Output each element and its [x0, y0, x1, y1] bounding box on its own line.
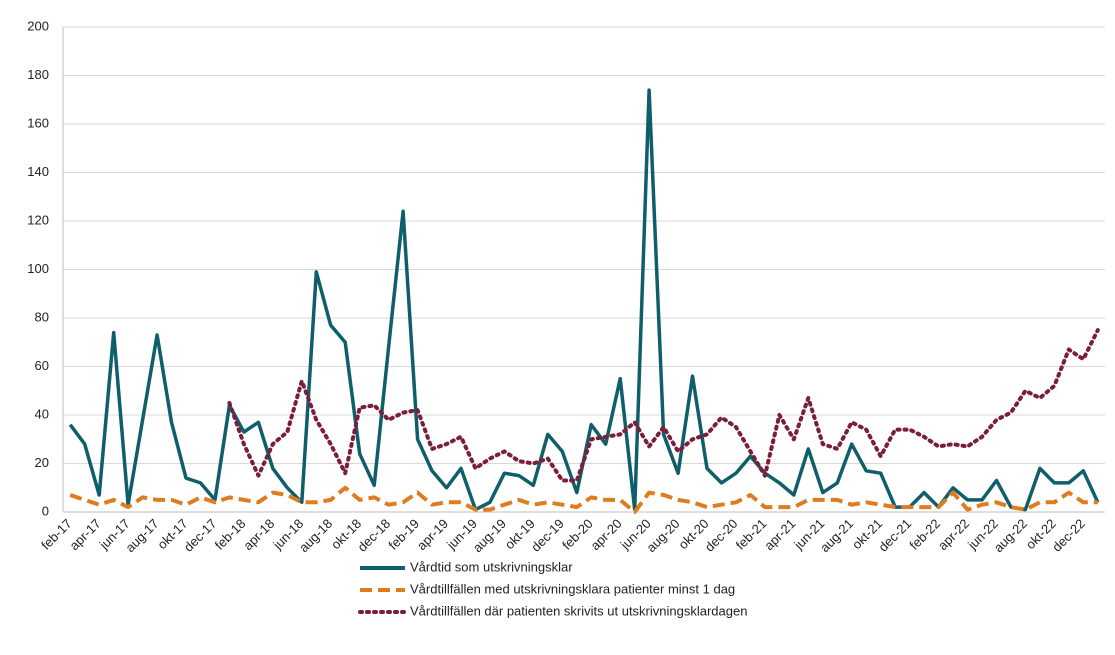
x-tick-label: aug-18: [296, 516, 335, 555]
x-tick-label: dec-21: [875, 516, 914, 555]
x-tick-label: apr-21: [761, 516, 798, 553]
x-tick-label: dec-18: [354, 516, 393, 555]
x-tick-label: apr-20: [588, 516, 625, 553]
x-tick-label: apr-17: [67, 516, 104, 553]
y-tick-label: 60: [35, 358, 49, 373]
y-tick-label: 140: [27, 164, 49, 179]
x-tick-label: apr-19: [414, 516, 451, 553]
legend-label: Vårdtillfällen med utskrivningsklara pat…: [410, 581, 735, 596]
x-tick-label: aug-20: [643, 516, 682, 555]
y-tick-label: 20: [35, 455, 49, 470]
x-tick-label: aug-19: [470, 516, 509, 555]
x-tick-label: aug-21: [817, 516, 856, 555]
x-tick-label: dec-17: [181, 516, 220, 555]
data-line: [227, 328, 1100, 483]
y-tick-label: 80: [35, 309, 49, 324]
legend-label: Vårdtillfällen där patienten skrivits ut…: [410, 603, 747, 618]
y-tick-label: 160: [27, 115, 49, 130]
x-tick-label: feb-19: [385, 516, 422, 553]
y-tick-label: 180: [27, 67, 49, 82]
legend-label: Vårdtid som utskrivningsklar: [410, 559, 573, 574]
x-tick-label: feb-21: [733, 516, 770, 553]
x-tick-label: dec-20: [702, 516, 741, 555]
x-tick-label: feb-17: [38, 516, 75, 553]
y-tick-label: 0: [42, 503, 49, 518]
y-tick-label: 40: [35, 406, 49, 421]
x-tick-label: feb-20: [559, 516, 596, 553]
x-tick-label: feb-18: [212, 516, 249, 553]
y-tick-label: 100: [27, 261, 49, 276]
x-tick-label: aug-17: [122, 516, 161, 555]
x-tick-label: apr-22: [935, 516, 972, 553]
x-tick-label: dec-19: [528, 516, 567, 555]
y-tick-label: 200: [27, 18, 49, 33]
x-tick-label: dec-22: [1049, 516, 1088, 555]
data-line: [69, 485, 1098, 514]
x-tick-label: apr-18: [240, 516, 277, 553]
x-tick-label: feb-22: [906, 516, 943, 553]
y-tick-label: 120: [27, 212, 49, 227]
x-tick-label: aug-22: [991, 516, 1030, 555]
